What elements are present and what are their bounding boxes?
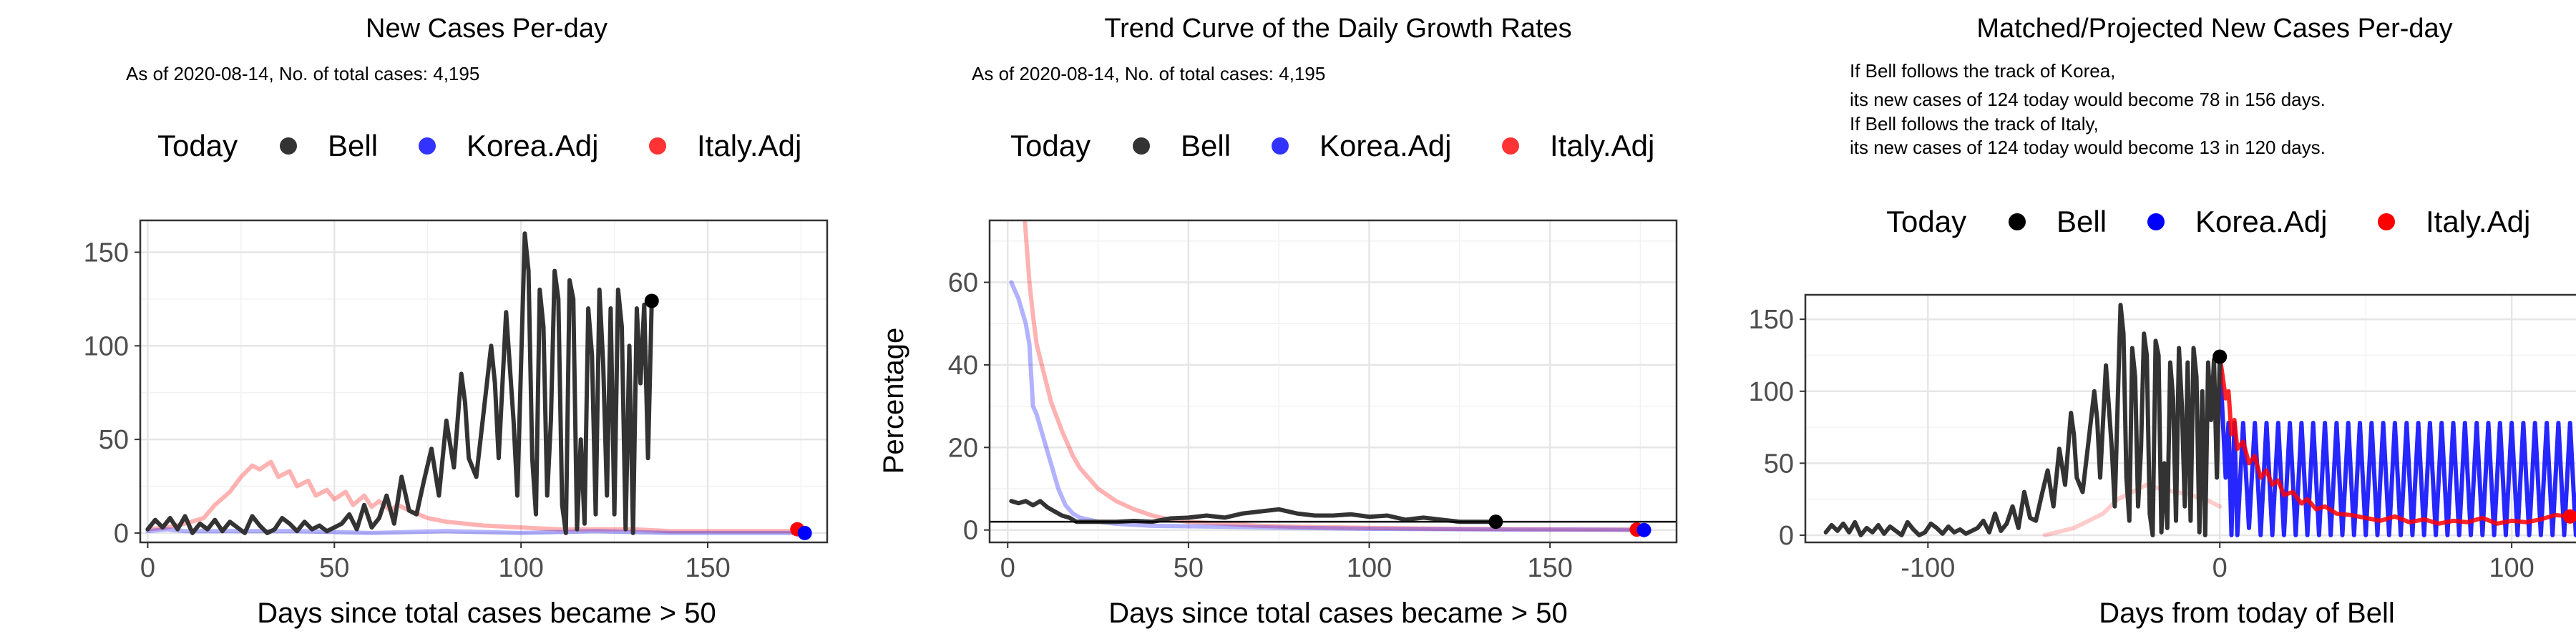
series-line-italy-adj [145, 459, 800, 534]
plot-area [145, 231, 812, 540]
panel2-legend-bell: Bell [1181, 129, 1231, 162]
x-tick-label: 50 [319, 553, 349, 583]
plot-background [140, 220, 827, 542]
plot-border [988, 219, 1678, 544]
series-line-korea-adj [1009, 280, 1646, 532]
today-marker-today-bell [644, 293, 659, 308]
panel3-annotation-3: If Bell follows the track of Italy, [1850, 113, 2099, 135]
panel1-legend-bell-dot [280, 137, 297, 155]
panel2-legend-italy-dot [1502, 137, 1519, 155]
panel1-legend-title: Today [157, 129, 238, 162]
panel3-legend-bell: Bell [2057, 205, 2107, 238]
panel3-annotation-4: its new cases of 124 today would become … [1850, 137, 2326, 158]
panel3-legend-italy-dot [2378, 213, 2395, 230]
panel1-legend-italy: Italy.Adj [697, 129, 801, 162]
plot-background [990, 220, 1677, 542]
panel3-legend-italy: Italy.Adj [2426, 205, 2530, 238]
y-tick-label: 150 [1749, 305, 1794, 335]
panel3-legend-korea: Korea.Adj [2195, 205, 2327, 238]
y-tick-label: 0 [963, 516, 978, 546]
series-line-bell [145, 231, 654, 535]
x-tick-label: 0 [140, 553, 155, 583]
panel2-title: Trend Curve of the Daily Growth Rates [1104, 14, 1571, 44]
series-line-italy-adj [2218, 354, 2572, 526]
panel3-legend-bell-dot [2009, 213, 2026, 230]
y-tick-label: 50 [1764, 449, 1794, 479]
y-tick-label: 150 [84, 238, 129, 268]
x-tick-label: 100 [1347, 553, 1392, 583]
panel2-legend-title: Today [1010, 129, 1091, 162]
x-tick-label: 0 [1000, 553, 1015, 583]
panel3-annotation-1: If Bell follows the track of Korea, [1850, 60, 2115, 82]
panel3-x-axis-label: Days from today of Bell [2099, 597, 2395, 629]
panel2-legend-bell-dot [1133, 137, 1150, 155]
x-tick-label: 100 [498, 553, 543, 583]
plot-area [1823, 303, 2576, 537]
plot-border [139, 219, 829, 544]
panel1-plot: 0 50 100 150 0 50 100 150 [84, 219, 829, 583]
panel2-x-axis-label: Days since total cases became > 50 [1108, 597, 1567, 629]
panel2-plot: 0 50 100 150 0 20 40 60 [948, 219, 1678, 583]
panel1-legend-italy-dot [649, 137, 666, 155]
series-line-italy-adj [1023, 220, 1639, 532]
panel-new-cases: New Cases Per-day As of 2020-08-14, No. … [84, 14, 829, 629]
panel3-title: Matched/Projected New Cases Per-day [1976, 14, 2452, 44]
panel1-legend-bell: Bell [328, 129, 378, 162]
panel1-legend-korea: Korea.Adj [467, 129, 598, 162]
x-tick-label: 0 [2212, 553, 2228, 583]
today-marker-today-italy [2562, 509, 2576, 524]
y-tick-label: 40 [948, 351, 978, 381]
plot-area [990, 220, 1677, 537]
x-tick-label: 100 [2489, 553, 2534, 583]
y-tick-label: 100 [1749, 377, 1794, 407]
panel2-legend-italy: Italy.Adj [1550, 129, 1654, 162]
panel1-legend-korea-dot [419, 137, 436, 155]
panel3-annotation-2: its new cases of 124 today would become … [1850, 89, 2326, 110]
panel3-plot: -100 0 100 0 50 100 150 [1749, 293, 2576, 583]
y-tick-label: 20 [948, 433, 978, 463]
series-line-italy-adj [2042, 482, 2223, 537]
series-line-korea-adj [2218, 354, 2576, 537]
panel2-legend-korea: Korea.Adj [1319, 129, 1451, 162]
panel3-legend-title: Today [1886, 205, 1966, 238]
series-line-korea-adj [145, 527, 807, 535]
x-tick-label: 150 [685, 553, 730, 583]
panel1-title: New Cases Per-day [366, 14, 608, 44]
y-tick-label: 0 [114, 519, 129, 549]
series-line-bell [1823, 303, 2223, 537]
today-marker-today-bell [1488, 514, 1503, 530]
x-tick-label: 50 [1174, 553, 1204, 583]
plot-border [1804, 293, 2576, 544]
panel1-subtitle: As of 2020-08-14, No. of total cases: 4,… [126, 63, 479, 84]
panel1-legend: Today Bell Korea.Adj Italy.Adj [157, 129, 801, 162]
y-tick-label: 60 [948, 268, 978, 298]
today-marker-today-korea [797, 525, 812, 540]
panel3-legend-korea-dot [2147, 213, 2165, 230]
panel2-legend: Today Bell Korea.Adj Italy.Adj [1010, 129, 1654, 162]
panel2-legend-korea-dot [1272, 137, 1289, 155]
y-tick-label: 0 [1779, 521, 1794, 551]
panel-projected-cases: Matched/Projected New Cases Per-day If B… [1749, 14, 2576, 629]
today-marker-today-bell [2212, 349, 2228, 364]
panel3-legend: Today Bell Korea.Adj Italy.Adj [1886, 205, 2530, 238]
x-tick-label: -100 [1901, 553, 1955, 583]
y-tick-label: 50 [99, 425, 129, 455]
panel2-subtitle: As of 2020-08-14, No. of total cases: 4,… [972, 63, 1325, 84]
x-tick-label: 150 [1527, 553, 1572, 583]
series-line-bell [1009, 499, 1498, 525]
panel1-x-axis-label: Days since total cases became > 50 [257, 597, 716, 629]
panel-growth-rates: Trend Curve of the Daily Growth Rates As… [878, 14, 1678, 629]
y-tick-label: 100 [84, 331, 129, 361]
today-marker-today-korea [1636, 522, 1652, 537]
panel2-y-axis-label: Percentage [878, 328, 909, 474]
